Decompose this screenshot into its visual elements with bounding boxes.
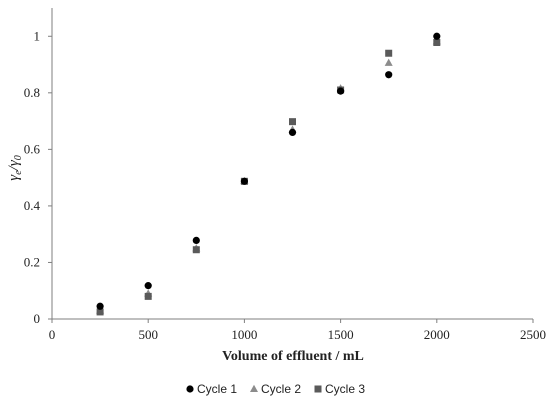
legend-marker [250,384,258,392]
x-tick-label: 1000 [231,327,257,342]
y-tick-label: 0 [34,311,41,326]
legend-marker [186,385,194,393]
data-point [96,308,104,316]
data-point [385,49,393,57]
data-point [337,87,345,95]
x-tick-label: 0 [49,327,56,342]
y-tick-label: 0.2 [24,254,40,269]
x-tick-label: 500 [138,327,158,342]
legend-label: Cycle 3 [325,382,365,396]
data-point [96,302,104,310]
y-tick-label: 0.8 [24,85,40,100]
data-point [384,58,393,66]
legend-label: Cycle 1 [197,382,237,396]
x-axis-ticks: 0 500 1000 1500 2000 2500 [49,319,546,342]
y-axis-ticks: 0 0.2 0.4 0.6 0.8 1 [24,28,52,326]
data-points [96,32,441,316]
data-point [144,292,152,300]
data-point [192,236,200,245]
data-point [433,32,441,40]
x-tick-label: 1500 [328,327,354,342]
legend-marker [314,385,322,393]
data-point [289,118,296,126]
data-point [192,246,200,254]
data-point [433,38,441,46]
data-point [385,71,393,79]
legend-label: Cycle 2 [261,382,301,396]
data-point [240,177,248,185]
data-point [144,282,152,290]
x-axis-title: Volume of effluent / mL [222,349,364,364]
y-tick-label: 1 [34,28,41,43]
legend: Cycle 1 Cycle 2 Cycle 3 [186,382,365,396]
x-tick-label: 2000 [424,327,450,342]
y-axis-title: γe/γ0 [6,155,24,180]
y-tick-label: 0.6 [24,141,41,156]
y-tick-label: 0.4 [24,198,41,213]
data-point [288,128,297,136]
axes [51,8,533,320]
x-tick-label: 2500 [520,327,546,342]
